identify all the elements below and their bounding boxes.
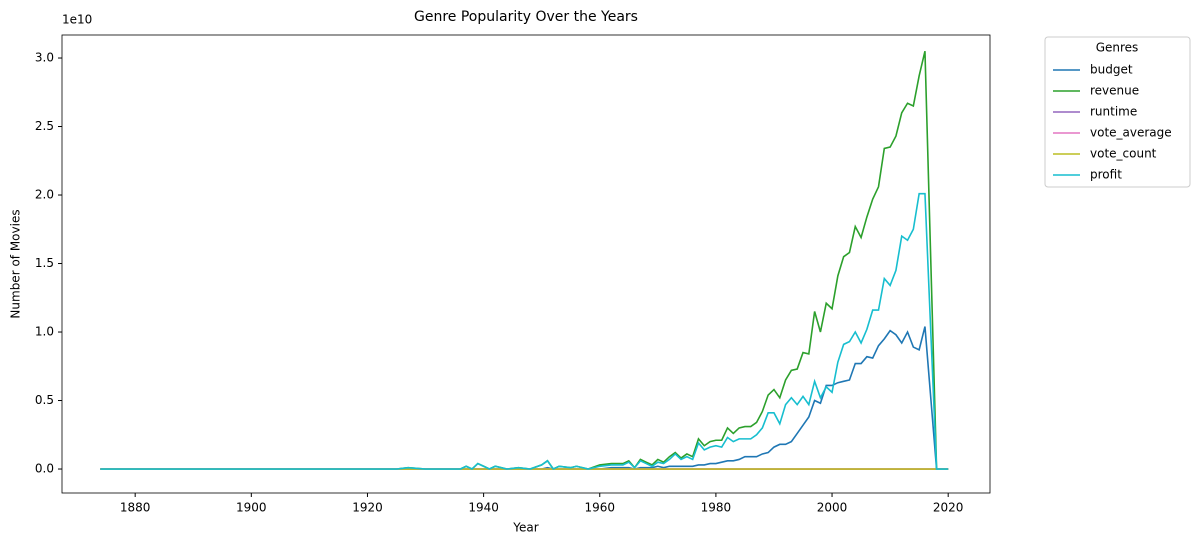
legend-label: budget (1090, 63, 1133, 77)
y-tick-label: 1.0 (35, 325, 54, 339)
legend-label: revenue (1090, 84, 1139, 98)
series-line (100, 192, 949, 471)
y-tick-label: 1.5 (35, 256, 54, 270)
y-tick-label: 0.0 (35, 462, 54, 476)
y-tick-label: 0.5 (35, 393, 54, 407)
x-tick-label: 1940 (468, 501, 499, 515)
legend-label: vote_count (1090, 147, 1157, 161)
x-tick-label: 2000 (817, 501, 848, 515)
x-tick-label: 1980 (701, 501, 732, 515)
y-axis-label: Number of Movies (9, 209, 23, 318)
series-line (100, 50, 949, 471)
legend-label: vote_average (1090, 126, 1172, 140)
y-tick-label: 2.0 (35, 188, 54, 202)
legend-label: profit (1090, 168, 1122, 182)
x-tick-label: 1960 (584, 501, 615, 515)
x-tick-label: 1900 (236, 501, 267, 515)
x-tick-label: 1880 (120, 501, 151, 515)
x-tick-label: 1920 (352, 501, 383, 515)
legend-label: runtime (1090, 105, 1137, 119)
legend-box (1044, 36, 1191, 188)
y-tick-label: 2.5 (35, 119, 54, 133)
y-offset-label: 1e10 (62, 13, 92, 27)
chart-title: Genre Popularity Over the Years (414, 9, 638, 25)
y-tick-label: 3.0 (35, 51, 54, 65)
x-axis-label: Year (512, 521, 538, 535)
axes-frame (61, 34, 991, 494)
legend-title: Genres (1096, 41, 1139, 55)
x-tick-label: 2020 (933, 501, 964, 515)
